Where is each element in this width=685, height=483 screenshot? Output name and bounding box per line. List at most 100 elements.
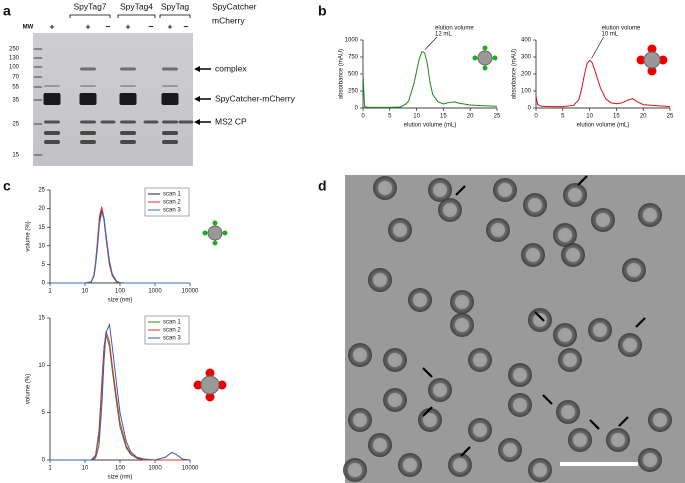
tag bbox=[222, 230, 228, 236]
bracket bbox=[69, 14, 111, 18]
x-tick-label: 20 bbox=[467, 114, 474, 120]
x-tick-label: 10000 bbox=[182, 289, 199, 295]
mw-label: 130 bbox=[9, 56, 20, 62]
particle-core bbox=[455, 318, 469, 332]
tag bbox=[472, 55, 478, 61]
particle-core bbox=[513, 398, 527, 412]
arrow bbox=[589, 419, 600, 430]
data-line bbox=[50, 331, 190, 461]
particle-core bbox=[378, 181, 392, 195]
particle-core bbox=[455, 295, 469, 309]
band bbox=[120, 140, 136, 144]
arrow bbox=[635, 317, 646, 328]
annotation: SpyCatcher-mCherry bbox=[215, 93, 296, 103]
x-tick-label: 25 bbox=[494, 114, 501, 120]
x-tick-label: 1000 bbox=[148, 289, 162, 295]
particle-core bbox=[568, 188, 582, 202]
arrow bbox=[618, 416, 629, 427]
lane-label: + bbox=[86, 21, 91, 31]
particle-core bbox=[453, 458, 467, 472]
annotation: 10 mL bbox=[602, 32, 619, 38]
x-tick-label: 10 bbox=[82, 289, 89, 295]
y-tick-label: 750 bbox=[348, 55, 359, 61]
legend-label: scan 3 bbox=[163, 208, 181, 214]
tag bbox=[212, 220, 218, 226]
legend-label: scan 2 bbox=[163, 200, 181, 206]
arrow bbox=[542, 394, 553, 405]
arrow bbox=[577, 175, 588, 186]
particle-core bbox=[353, 413, 367, 427]
band bbox=[162, 140, 178, 144]
tag bbox=[205, 368, 215, 378]
band bbox=[44, 131, 60, 135]
tag bbox=[647, 66, 657, 76]
y-tick-label: 100 bbox=[521, 89, 532, 95]
band bbox=[162, 131, 178, 135]
arrow-head bbox=[194, 96, 200, 102]
y-tick-label: 25 bbox=[38, 188, 45, 194]
band bbox=[80, 85, 96, 87]
x-tick-label: 10000 bbox=[182, 466, 199, 472]
tag bbox=[658, 55, 668, 65]
y-axis-title: absorbance (mAU) bbox=[512, 49, 518, 99]
particle-core bbox=[423, 413, 437, 427]
y-tick-label: 10 bbox=[38, 363, 45, 369]
x-axis-title: elution volume (mL) bbox=[577, 123, 630, 129]
particle-core bbox=[503, 443, 517, 457]
band bbox=[80, 120, 96, 124]
annotation: elution volume bbox=[435, 26, 474, 32]
band bbox=[79, 93, 97, 105]
y-tick-label: 5 bbox=[42, 262, 46, 268]
data-line bbox=[50, 210, 190, 284]
annotation: MS2 CP bbox=[215, 116, 247, 126]
y-axis-title: volume (%) bbox=[26, 374, 32, 404]
band bbox=[161, 93, 179, 105]
group-label: SpyTag bbox=[161, 1, 190, 11]
y-tick-label: 250 bbox=[348, 89, 359, 95]
tag bbox=[212, 240, 218, 246]
particle-core bbox=[413, 293, 427, 307]
particle-core bbox=[433, 383, 447, 397]
particle-core bbox=[393, 223, 407, 237]
band bbox=[162, 120, 178, 124]
arrow bbox=[455, 185, 466, 196]
particle-core bbox=[627, 263, 641, 277]
mw-label: 100 bbox=[9, 65, 20, 71]
y-tick-label: 10 bbox=[38, 243, 45, 249]
data-line bbox=[362, 50, 498, 108]
x-tick-label: 1 bbox=[48, 289, 52, 295]
y-tick-label: 15 bbox=[38, 225, 45, 231]
particle-core bbox=[433, 183, 447, 197]
particle-core bbox=[596, 213, 610, 227]
y-tick-label: 300 bbox=[521, 55, 532, 61]
y-axis-title: volume (%) bbox=[26, 221, 32, 251]
data-line bbox=[50, 210, 190, 284]
particle-core bbox=[593, 323, 607, 337]
x-tick-label: 5 bbox=[561, 114, 565, 120]
band bbox=[120, 131, 136, 135]
particle-core bbox=[563, 353, 577, 367]
group-label: SpyTag4 bbox=[120, 1, 153, 11]
catcher-label: mCherry bbox=[212, 15, 245, 25]
group-label: SpyTag7 bbox=[73, 1, 106, 11]
y-axis-title: absorbance (mAU) bbox=[339, 49, 345, 99]
band bbox=[44, 120, 60, 124]
lane-label: + bbox=[126, 21, 131, 31]
panel-label: a bbox=[3, 3, 11, 19]
tag bbox=[202, 230, 208, 236]
band bbox=[33, 154, 43, 156]
legend-label: scan 1 bbox=[163, 192, 181, 198]
band bbox=[33, 86, 43, 88]
y-tick-label: 0 bbox=[355, 106, 359, 112]
y-tick-label: 400 bbox=[521, 38, 532, 44]
data-line bbox=[50, 334, 190, 461]
band bbox=[33, 66, 43, 68]
capsid-icon bbox=[200, 375, 220, 395]
x-tick-label: 1000 bbox=[148, 466, 162, 472]
particle-core bbox=[623, 338, 637, 352]
lane-label: − bbox=[106, 21, 111, 31]
mw-label: 250 bbox=[9, 47, 20, 53]
x-tick-label: 15 bbox=[613, 114, 620, 120]
y-tick-label: 15 bbox=[38, 316, 45, 322]
